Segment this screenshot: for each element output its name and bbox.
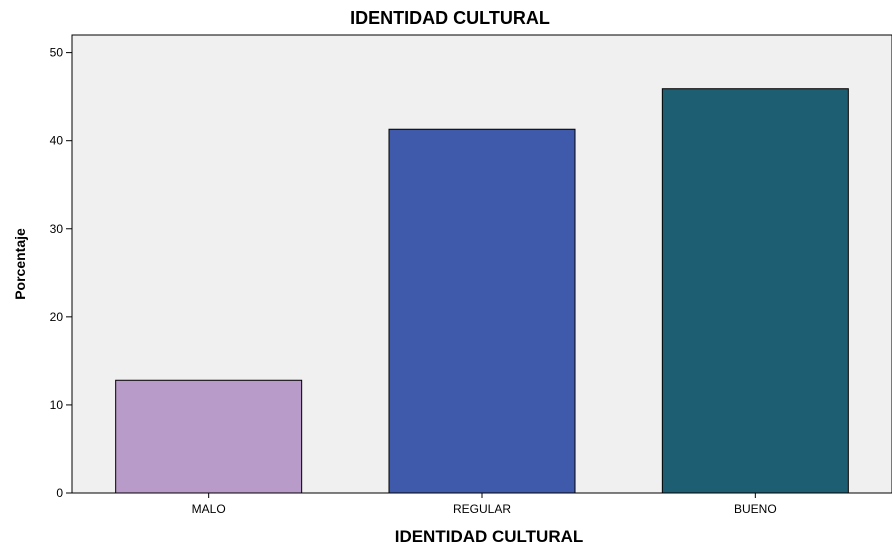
y-axis: 0 10 20 30 40 50 bbox=[50, 46, 72, 500]
y-tick-label: 20 bbox=[50, 310, 64, 324]
x-axis: MALO REGULAR BUENO bbox=[192, 493, 777, 516]
bar-malo bbox=[115, 379, 303, 494]
y-tick-label: 50 bbox=[50, 46, 64, 60]
y-axis-label: Porcentaje bbox=[12, 228, 28, 300]
y-tick-label: 10 bbox=[50, 398, 64, 412]
x-axis-label: IDENTIDAD CULTURAL bbox=[395, 527, 584, 544]
y-tick-label: 0 bbox=[56, 486, 63, 500]
y-tick-label: 30 bbox=[50, 222, 64, 236]
bar-bueno bbox=[661, 88, 849, 494]
bar-regular bbox=[388, 128, 576, 494]
x-tick-label: MALO bbox=[192, 502, 226, 516]
chart-title: IDENTIDAD CULTURAL bbox=[350, 8, 550, 28]
y-tick-label: 40 bbox=[50, 134, 64, 148]
x-tick-label: REGULAR bbox=[453, 502, 511, 516]
x-tick-label: BUENO bbox=[734, 502, 777, 516]
